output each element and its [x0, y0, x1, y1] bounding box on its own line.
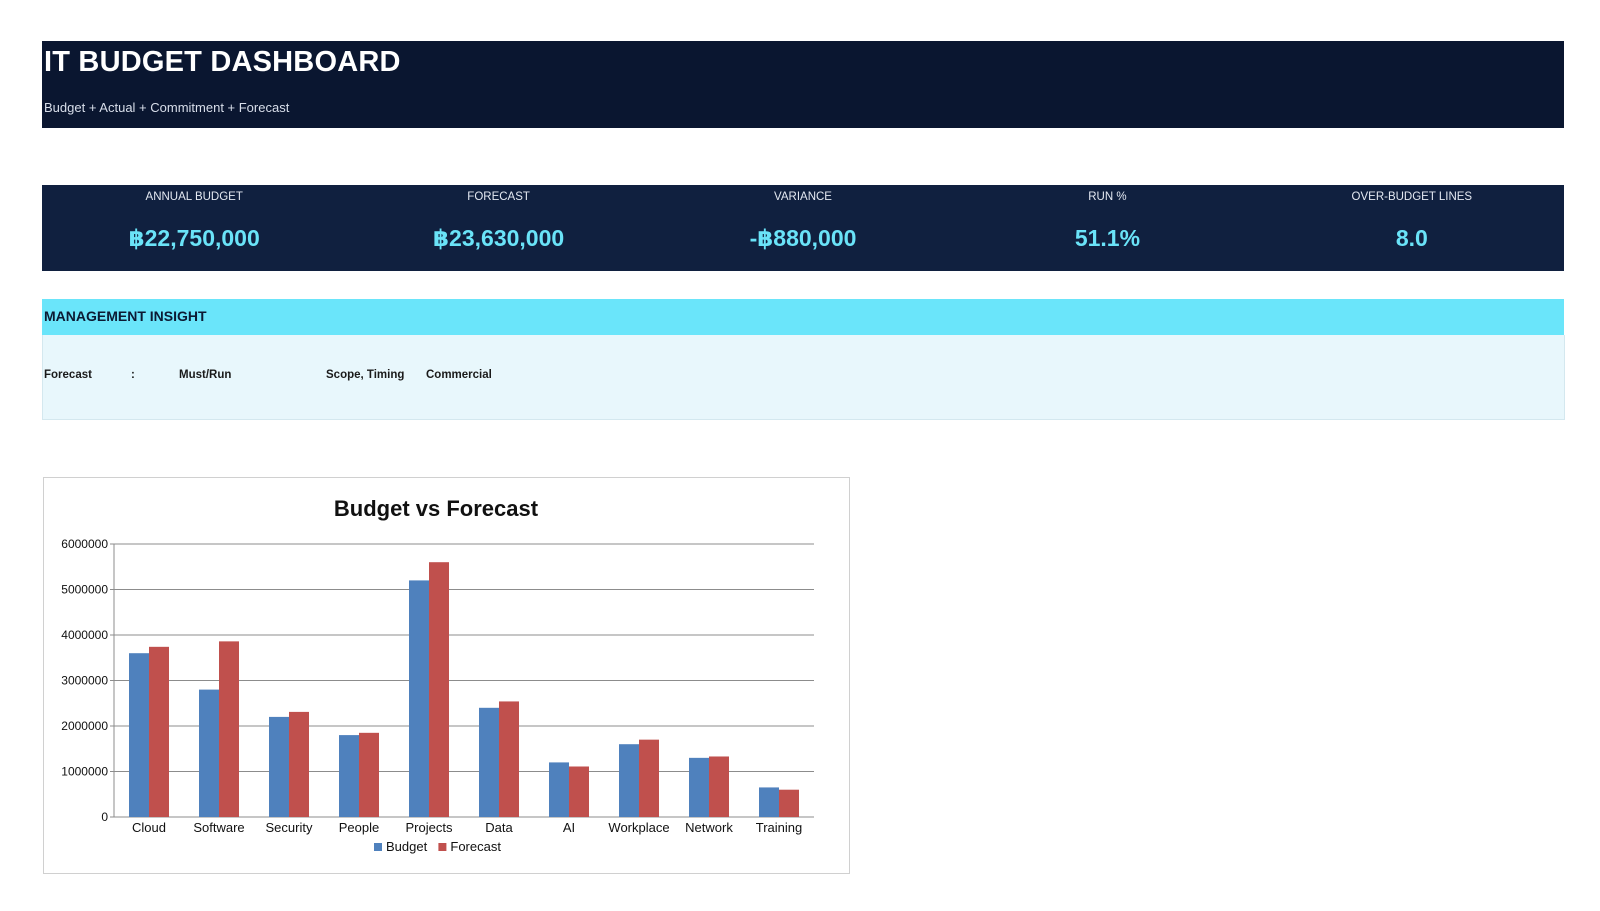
x-tick-label: Cloud — [132, 820, 166, 835]
bar-budget — [759, 787, 779, 817]
bar-forecast — [639, 739, 659, 817]
x-tick-label: People — [339, 820, 379, 835]
kpi-label: RUN % — [1088, 191, 1127, 203]
insight-text: Scope, Timing — [326, 369, 405, 381]
x-tick-label: Software — [193, 820, 244, 835]
bar-forecast — [709, 756, 729, 817]
x-tick-label: Network — [685, 820, 733, 835]
kpi-value: 51.1% — [1074, 225, 1141, 251]
kpi-over-budget-lines: OVER-BUDGET LINES 8.0 — [1260, 185, 1564, 271]
kpi-label: ANNUAL BUDGET — [145, 191, 243, 203]
x-tick-label: Training — [756, 820, 802, 835]
kpi-variance: VARIANCE -฿880,000 — [651, 185, 955, 271]
dashboard-header: IT BUDGET DASHBOARD Budget + Actual + Co… — [42, 41, 1564, 128]
insight-heading-bar: MANAGEMENT INSIGHT — [42, 299, 1564, 335]
y-tick-label: 3000000 — [61, 674, 108, 688]
kpi-label: OVER-BUDGET LINES — [1351, 191, 1473, 203]
bar-budget — [269, 716, 289, 817]
bar-budget — [199, 689, 219, 817]
bar-forecast — [499, 701, 519, 817]
chart-canvas: Budget vs Forecast 0 1000000 2000000 3000000… — [61, 496, 814, 854]
bar-forecast — [429, 562, 449, 817]
kpi-forecast: FORECAST ฿23,630,000 — [346, 185, 650, 271]
x-tick-label: Workplace — [608, 820, 669, 835]
bar-forecast — [779, 789, 799, 817]
bar-forecast — [359, 732, 379, 817]
chart-title: Budget vs Forecast — [334, 496, 539, 521]
bar-budget — [549, 762, 569, 817]
kpi-strip: ANNUAL BUDGET ฿22,750,000 FORECAST ฿23,6… — [42, 185, 1564, 271]
insight-text: Forecast — [44, 369, 92, 381]
x-tick-label: Security — [266, 820, 313, 835]
y-tick-label: 1000000 — [61, 765, 108, 779]
kpi-value: 8.0 — [1395, 225, 1428, 251]
insight-body: Forecast : Must/Run Scope, Timing Commer… — [42, 335, 1565, 420]
legend-swatch — [438, 843, 447, 851]
kpi-label: VARIANCE — [774, 191, 832, 203]
bar-budget — [339, 735, 359, 817]
insight-heading: MANAGEMENT INSIGHT — [44, 308, 207, 324]
budget-forecast-chart: Budget vs Forecast 0 1000000 2000000 3000000… — [43, 477, 850, 874]
kpi-value: ฿23,630,000 — [433, 225, 565, 251]
page-subtitle: Budget + Actual + Commitment + Forecast — [44, 100, 290, 115]
bar-budget — [619, 744, 639, 817]
bar-budget — [479, 707, 499, 817]
insight-text: Commercial — [426, 369, 492, 381]
x-tick-label: AI — [563, 820, 575, 835]
y-tick-label: 0 — [101, 810, 108, 824]
bar-forecast — [219, 641, 239, 817]
insight-text: Must/Run — [179, 369, 232, 381]
x-tick-label: Projects — [406, 820, 453, 835]
y-tick-label: 5000000 — [61, 583, 108, 597]
bar-forecast — [149, 646, 169, 817]
legend-swatch — [374, 843, 382, 851]
insight-text: : — [131, 369, 135, 381]
kpi-run-percent: RUN % 51.1% — [955, 185, 1259, 271]
y-tick-label: 6000000 — [61, 537, 108, 551]
bar-budget — [129, 653, 149, 817]
x-tick-label: Data — [485, 820, 513, 835]
y-tick-label: 4000000 — [61, 628, 108, 642]
kpi-value: ฿22,750,000 — [128, 225, 260, 251]
legend-label: Forecast — [450, 839, 501, 854]
bar-forecast — [569, 766, 589, 817]
kpi-annual-budget: ANNUAL BUDGET ฿22,750,000 — [42, 185, 346, 271]
bar-forecast — [289, 711, 309, 817]
bar-budget — [409, 580, 429, 817]
y-tick-label: 2000000 — [61, 719, 108, 733]
kpi-value: -฿880,000 — [749, 225, 857, 251]
legend-label: Budget — [386, 839, 428, 854]
page-title: IT BUDGET DASHBOARD — [44, 46, 401, 78]
bar-budget — [689, 757, 709, 817]
kpi-label: FORECAST — [467, 191, 530, 203]
